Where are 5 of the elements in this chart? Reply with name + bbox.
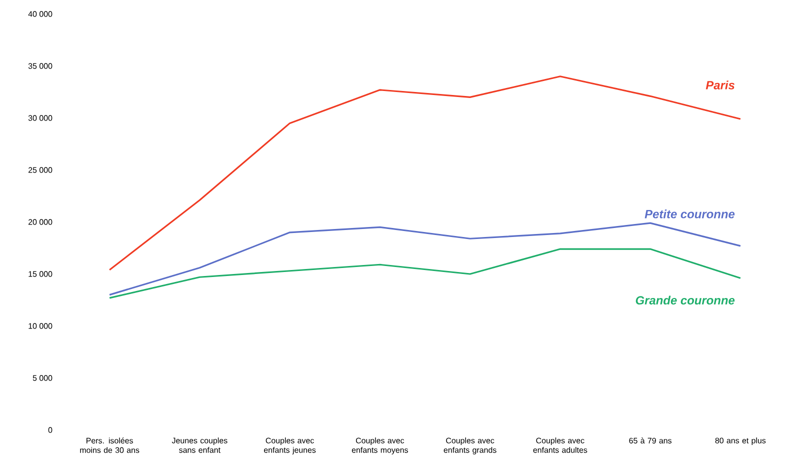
line-series xyxy=(108,222,742,296)
series-label: Paris xyxy=(706,80,734,90)
series-label: Grande couronne xyxy=(636,296,735,305)
line-series xyxy=(108,76,742,271)
series-label: Petite couronne xyxy=(644,210,735,218)
